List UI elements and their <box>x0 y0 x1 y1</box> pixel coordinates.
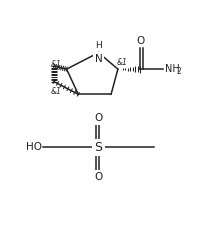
Text: H: H <box>95 41 102 50</box>
Text: O: O <box>136 36 144 46</box>
Text: O: O <box>94 113 103 123</box>
Text: O: O <box>94 172 103 182</box>
Text: S: S <box>95 141 102 154</box>
Text: HO: HO <box>26 142 42 152</box>
Text: &1: &1 <box>51 60 62 69</box>
Text: &1: &1 <box>51 87 61 96</box>
Text: NH: NH <box>165 64 180 74</box>
Text: N: N <box>95 54 102 64</box>
Text: &1: &1 <box>117 58 128 67</box>
Text: 2: 2 <box>176 67 181 76</box>
